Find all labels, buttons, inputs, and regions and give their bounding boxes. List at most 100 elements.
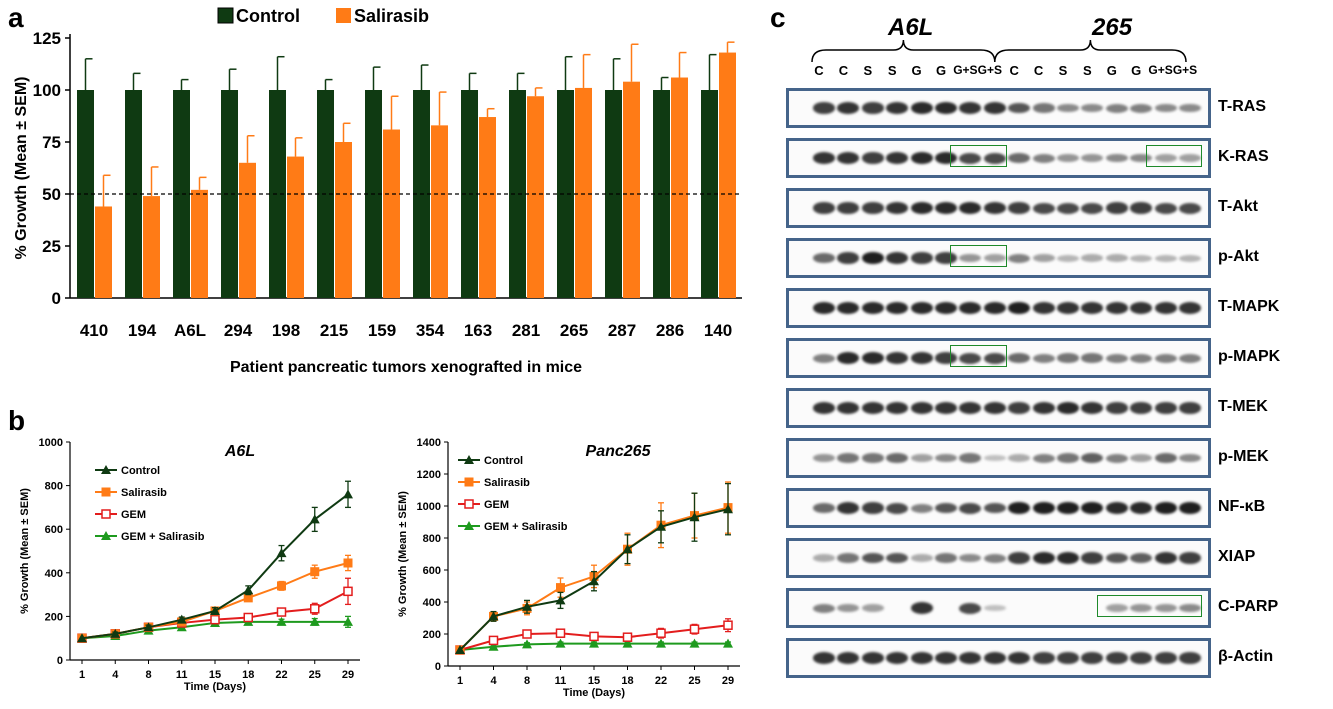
blot-band — [910, 252, 933, 264]
blot-band — [1008, 301, 1031, 315]
lane-label: S — [1058, 63, 1068, 78]
x-tick-label: 286 — [656, 321, 684, 340]
blot-band — [1057, 652, 1079, 664]
brace-a6l — [811, 39, 996, 63]
blot-row — [786, 288, 1211, 328]
chart-title: Panc265 — [586, 443, 652, 460]
blot-band — [1154, 202, 1177, 214]
marker-triangle — [522, 639, 532, 649]
x-tick-label: 18 — [242, 669, 254, 681]
blot-band — [959, 602, 982, 614]
bar-salirasib — [191, 189, 208, 298]
blot-band — [861, 502, 884, 514]
blot-band — [1130, 254, 1153, 262]
blot-band — [837, 603, 860, 613]
blot-label: T-RAS — [1218, 98, 1266, 115]
blot-band — [935, 352, 957, 364]
bar-control — [221, 90, 238, 298]
blot-band — [813, 253, 835, 263]
lane-label: S — [863, 63, 873, 78]
blot-band — [983, 502, 1006, 514]
blot-band — [1179, 453, 1201, 463]
blot-row — [786, 538, 1211, 578]
highlight-box — [1145, 145, 1202, 167]
x-tick-label: 4 — [490, 675, 497, 687]
marker-open-square — [622, 632, 633, 642]
y-tick-label: 200 — [423, 629, 441, 641]
blot-band — [1032, 453, 1055, 463]
marker-square — [101, 487, 111, 497]
marker-triangle — [622, 638, 633, 648]
blot-band — [1057, 103, 1079, 113]
marker-square — [556, 583, 565, 593]
x-tick-label: 25 — [309, 669, 321, 681]
bar-salirasib — [335, 142, 352, 298]
marker-square — [343, 558, 353, 568]
blot-label: p-Akt — [1218, 248, 1259, 265]
blot-band — [861, 202, 884, 214]
marker-triangle — [77, 633, 87, 643]
bar-control — [557, 90, 574, 298]
blot-label: T-MAPK — [1218, 298, 1280, 315]
bar-chart-growth: 0 25 50 75 100 125 % Growth (Mean ± SEM) 410 194… — [13, 6, 742, 376]
x-tick-label: 22 — [655, 675, 667, 687]
blot-band — [1081, 452, 1104, 464]
blot-band — [910, 503, 933, 513]
marker-triangle — [143, 622, 154, 632]
blot-band — [1008, 102, 1031, 114]
x-axis-label: Time (Days) — [563, 687, 625, 699]
bar-salirasib — [479, 117, 496, 298]
y-tick-label: 200 — [45, 611, 63, 623]
blot-band — [1179, 501, 1201, 515]
blot-band — [861, 402, 884, 414]
marker-triangle — [243, 585, 254, 595]
x-tick-label: 8 — [145, 669, 151, 681]
y-axis-label: % Growth (Mean ± SEM) — [397, 491, 409, 617]
blot-band — [886, 502, 909, 514]
blot-band — [959, 201, 982, 215]
marker-triangle — [343, 616, 353, 626]
marker-triangle — [110, 628, 121, 638]
y-tick-label: 100 — [33, 81, 61, 100]
blot-band — [1130, 302, 1153, 314]
lane-label: G+S — [953, 63, 978, 77]
blot-band — [1130, 454, 1153, 462]
blot-band — [1130, 402, 1153, 414]
lane-label: G — [1131, 63, 1142, 78]
blot-band — [1105, 202, 1128, 214]
blot-band — [861, 102, 884, 114]
blot-band — [1130, 603, 1153, 613]
marker-square — [277, 581, 286, 591]
blot-band — [959, 652, 982, 664]
x-tick-label: 215 — [320, 321, 348, 340]
blot-band — [935, 101, 957, 115]
blot-band — [837, 102, 860, 114]
blot-band — [1154, 302, 1177, 314]
blot-band — [837, 553, 860, 563]
blot-band — [886, 252, 909, 264]
lane-label: C — [1009, 63, 1019, 78]
blot-band — [837, 652, 860, 664]
panel-letter-b: b — [8, 405, 26, 436]
y-tick-label: 600 — [423, 565, 441, 577]
marker-triangle — [723, 504, 733, 514]
blot-band — [983, 402, 1006, 414]
blot-band — [910, 301, 933, 315]
x-tick-label: A6L — [174, 321, 206, 340]
marker-open-square — [522, 629, 532, 639]
marker-open-square — [101, 509, 111, 519]
blot-band — [837, 351, 860, 365]
blot-band — [959, 502, 982, 514]
blot-band — [1081, 254, 1104, 262]
marker-triangle — [555, 638, 566, 648]
blot-band — [1032, 103, 1055, 113]
blot-band — [813, 503, 835, 513]
lane-label: G+S — [1172, 63, 1198, 77]
x-axis-label: Patient pancreatic tumors xenografted in… — [230, 359, 582, 376]
blot-band — [1130, 501, 1153, 515]
blot-band — [935, 252, 957, 264]
blot-label: XIAP — [1218, 548, 1256, 565]
bar-salirasib — [671, 77, 688, 299]
blot-band — [813, 353, 835, 363]
group-braces — [811, 39, 1187, 63]
